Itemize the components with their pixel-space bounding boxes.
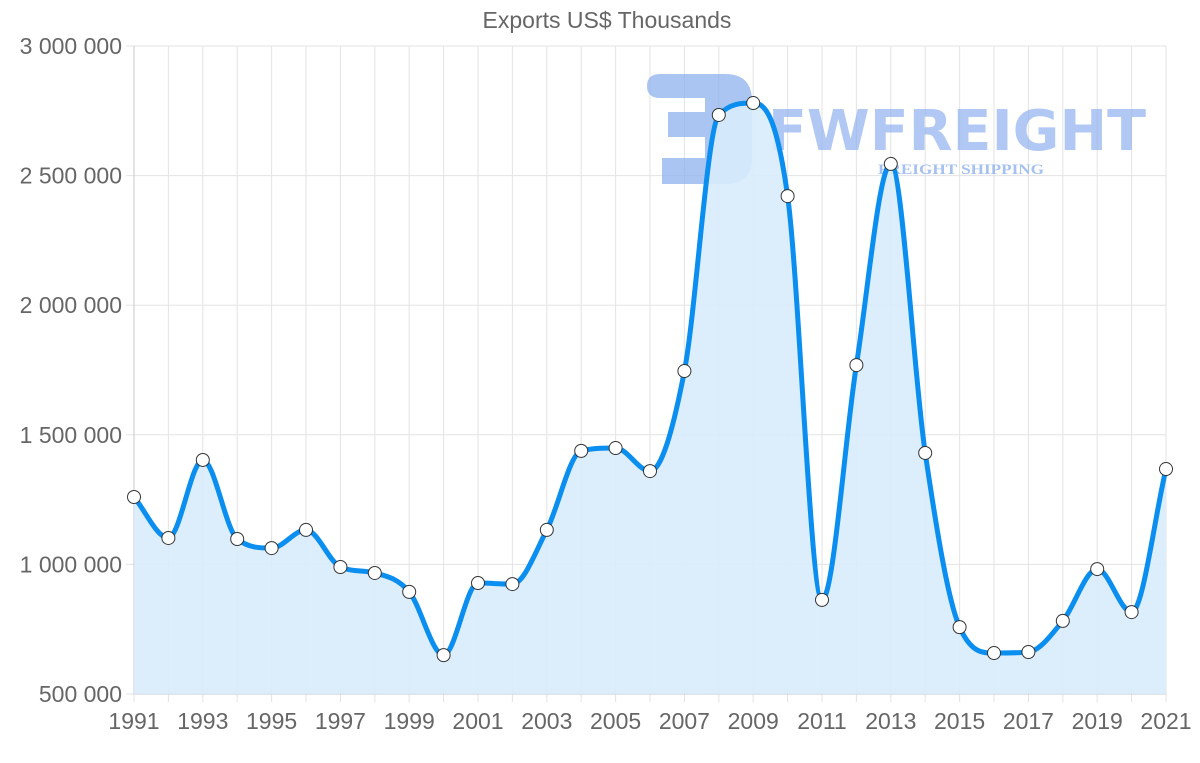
data-points — [127, 96, 1173, 663]
y-tick-label: 2 500 000 — [20, 163, 122, 189]
data-point-2006[interactable] — [643, 464, 657, 479]
data-point-2019[interactable] — [1090, 562, 1105, 577]
x-tick-label: 2003 — [521, 708, 572, 734]
data-point-2001[interactable] — [471, 576, 485, 591]
data-point-1995[interactable] — [264, 541, 279, 556]
data-point-2018[interactable] — [1055, 613, 1070, 628]
data-point-2004[interactable] — [574, 443, 589, 458]
data-point-2021[interactable] — [1159, 462, 1173, 477]
data-point-1997[interactable] — [333, 559, 348, 574]
x-tick-label: 2019 — [1072, 708, 1123, 734]
data-point-2000[interactable] — [436, 648, 451, 663]
x-tick-label: 1997 — [315, 708, 366, 734]
data-point-2015[interactable] — [952, 620, 967, 635]
data-point-2005[interactable] — [608, 441, 623, 456]
y-tick-label: 1 500 000 — [20, 422, 122, 448]
data-point-2016[interactable] — [987, 646, 1001, 661]
x-tick-label: 2001 — [452, 708, 503, 734]
data-point-2017[interactable] — [1021, 645, 1036, 660]
data-point-2009[interactable] — [746, 96, 761, 111]
x-tick-label: 1999 — [384, 708, 435, 734]
data-point-2007[interactable] — [677, 364, 692, 379]
data-point-2003[interactable] — [539, 522, 554, 537]
x-tick-label: 2009 — [728, 708, 779, 734]
data-point-2014[interactable] — [918, 445, 933, 460]
watermark-brand-text: FWFREIGHT — [768, 99, 1146, 164]
data-point-2012[interactable] — [849, 358, 864, 373]
x-tick-label: 2015 — [934, 708, 985, 734]
x-tick-label: 1991 — [108, 708, 159, 734]
y-tick-label: 3 000 000 — [20, 33, 122, 59]
x-tick-label: 2005 — [590, 708, 641, 734]
chart-title: Exports US$ Thousands — [482, 7, 732, 33]
data-point-2008[interactable] — [711, 107, 726, 122]
x-tick-label: 2007 — [659, 708, 710, 734]
watermark-tagline-text: FREIGHT SHIPPING — [878, 162, 1044, 178]
x-tick-label: 2011 — [797, 708, 846, 734]
data-point-1991[interactable] — [127, 490, 141, 505]
data-point-2002[interactable] — [505, 577, 520, 592]
y-axis: 3 000 000 2 500 000 2 000 000 1 500 000 1 00… — [20, 33, 122, 707]
data-point-1996[interactable] — [299, 522, 313, 537]
data-point-1994[interactable] — [230, 531, 245, 546]
x-tick-label: 1995 — [246, 708, 297, 734]
y-tick-label: 1 000 000 — [20, 551, 122, 577]
x-tick-label: 2013 — [865, 708, 916, 734]
y-tick-label: 500 000 — [39, 681, 122, 707]
x-tick-label: 1993 — [177, 708, 228, 734]
data-point-2020[interactable] — [1124, 605, 1139, 620]
data-point-1999[interactable] — [402, 584, 417, 599]
data-point-1992[interactable] — [161, 530, 176, 545]
x-tick-label: 2017 — [1003, 708, 1054, 734]
data-point-2011[interactable] — [815, 592, 829, 607]
x-tick-label: 2021 — [1140, 708, 1191, 734]
data-point-1993[interactable] — [195, 452, 210, 467]
data-point-2013[interactable] — [883, 156, 898, 171]
y-tick-label: 2 000 000 — [20, 292, 122, 318]
area-fill — [134, 103, 1166, 695]
data-point-1998[interactable] — [367, 565, 382, 580]
data-point-2010[interactable] — [780, 189, 795, 204]
x-axis: 1991 1993 1995 1997 1999 2001 2003 2005 2007 2009… — [108, 708, 1191, 734]
